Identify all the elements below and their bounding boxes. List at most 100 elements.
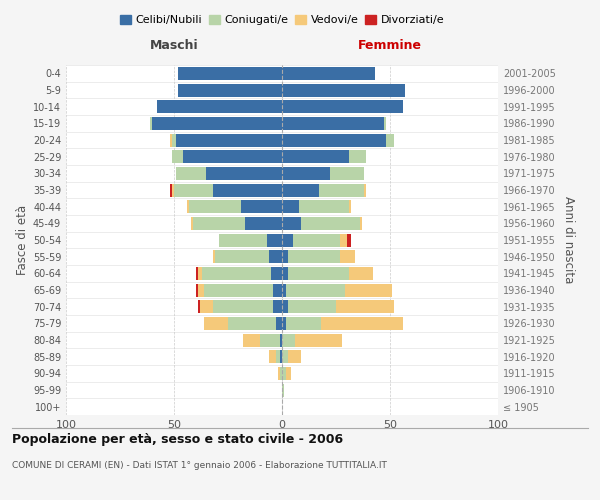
Bar [196, 284, 198, 296]
Bar [150, 117, 152, 130]
Bar [383, 117, 386, 130]
Bar [282, 300, 289, 313]
Bar [280, 367, 282, 380]
Bar [282, 384, 284, 396]
Bar [282, 317, 286, 330]
Bar [182, 150, 282, 163]
Bar [213, 184, 282, 196]
Bar [172, 150, 182, 163]
Bar [336, 300, 394, 313]
Bar [172, 184, 174, 196]
Text: COMUNE DI CERAMI (EN) - Dati ISTAT 1° gennaio 2006 - Elaborazione TUTTITALIA.IT: COMUNE DI CERAMI (EN) - Dati ISTAT 1° ge… [12, 460, 387, 469]
Bar [215, 250, 269, 263]
Bar [386, 134, 394, 146]
Bar [243, 334, 260, 346]
Bar [295, 334, 343, 346]
Bar [196, 267, 198, 280]
Bar [289, 267, 349, 280]
Bar [213, 300, 274, 313]
Bar [321, 317, 403, 330]
Bar [275, 350, 280, 363]
Bar [187, 200, 189, 213]
Bar [198, 267, 202, 280]
Bar [344, 284, 392, 296]
Bar [170, 184, 172, 196]
Bar [191, 217, 193, 230]
Bar [282, 200, 299, 213]
Bar [202, 267, 271, 280]
Bar [282, 184, 319, 196]
Bar [280, 334, 282, 346]
Bar [340, 234, 347, 246]
Bar [329, 167, 364, 180]
Bar [241, 200, 282, 213]
Bar [349, 150, 366, 163]
Bar [347, 234, 351, 246]
Bar [319, 184, 364, 196]
Bar [204, 317, 228, 330]
Bar [269, 250, 282, 263]
Bar [245, 217, 282, 230]
Bar [220, 234, 267, 246]
Bar [157, 100, 282, 113]
Bar [289, 300, 336, 313]
Bar [282, 334, 295, 346]
Bar [228, 317, 275, 330]
Bar [282, 350, 289, 363]
Bar [282, 250, 289, 263]
Bar [282, 134, 386, 146]
Bar [282, 167, 329, 180]
Bar [289, 250, 340, 263]
Bar [286, 367, 290, 380]
Bar [267, 234, 282, 246]
Bar [282, 217, 301, 230]
Bar [204, 284, 274, 296]
Bar [271, 267, 282, 280]
Bar [274, 300, 282, 313]
Bar [299, 200, 349, 213]
Bar [198, 300, 200, 313]
Bar [282, 284, 286, 296]
Bar [170, 134, 172, 146]
Bar [260, 334, 280, 346]
Bar [349, 267, 373, 280]
Bar [282, 150, 349, 163]
Y-axis label: Fasce di età: Fasce di età [16, 205, 29, 275]
Bar [172, 134, 176, 146]
Bar [176, 134, 282, 146]
Text: Popolazione per età, sesso e stato civile - 2006: Popolazione per età, sesso e stato civil… [12, 432, 343, 446]
Bar [275, 317, 282, 330]
Bar [282, 100, 403, 113]
Bar [178, 67, 282, 80]
Bar [293, 234, 340, 246]
Bar [282, 67, 375, 80]
Bar [176, 167, 206, 180]
Bar [301, 217, 360, 230]
Bar [274, 284, 282, 296]
Bar [280, 350, 282, 363]
Bar [289, 350, 301, 363]
Legend: Celibi/Nubili, Coniugati/e, Vedovi/e, Divorziati/e: Celibi/Nubili, Coniugati/e, Vedovi/e, Di… [115, 10, 449, 30]
Bar [213, 250, 215, 263]
Bar [286, 284, 344, 296]
Bar [282, 234, 293, 246]
Bar [282, 117, 383, 130]
Text: Maschi: Maschi [149, 38, 199, 52]
Bar [360, 217, 362, 230]
Bar [189, 200, 241, 213]
Bar [282, 367, 286, 380]
Bar [349, 200, 351, 213]
Bar [193, 217, 245, 230]
Bar [178, 84, 282, 96]
Bar [269, 350, 275, 363]
Bar [206, 167, 282, 180]
Bar [286, 317, 321, 330]
Text: Femmine: Femmine [358, 38, 422, 52]
Bar [152, 117, 282, 130]
Bar [340, 250, 355, 263]
Bar [282, 84, 405, 96]
Bar [364, 184, 366, 196]
Bar [278, 367, 280, 380]
Bar [200, 300, 213, 313]
Y-axis label: Anni di nascita: Anni di nascita [562, 196, 575, 284]
